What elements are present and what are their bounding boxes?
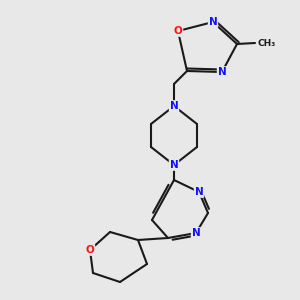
Text: O: O bbox=[174, 26, 182, 36]
Text: N: N bbox=[218, 67, 226, 77]
Text: N: N bbox=[208, 17, 217, 27]
Text: N: N bbox=[195, 187, 203, 197]
Text: CH₃: CH₃ bbox=[258, 38, 276, 47]
Text: O: O bbox=[85, 245, 94, 255]
Text: N: N bbox=[169, 101, 178, 111]
Text: N: N bbox=[169, 160, 178, 170]
Text: N: N bbox=[192, 228, 200, 238]
